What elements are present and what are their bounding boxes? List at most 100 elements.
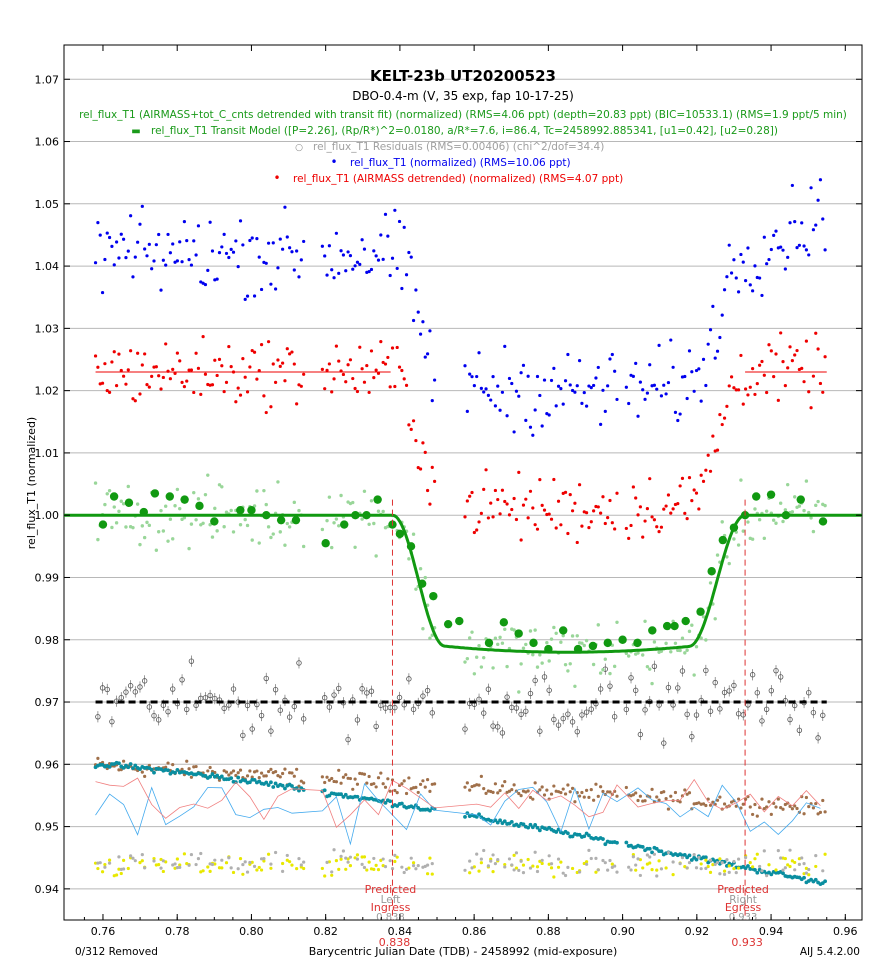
residual-point [184, 706, 190, 713]
residual-point [291, 703, 298, 710]
raw-point [570, 388, 575, 393]
comparison-point [584, 862, 589, 866]
comparison-point [353, 856, 357, 860]
comparison-point [215, 773, 220, 778]
comparison-point [479, 861, 483, 865]
comparison-point [288, 771, 292, 775]
comparison-point [765, 805, 769, 809]
detrended-point [652, 640, 657, 644]
x-tick-label: 0.96 [833, 925, 858, 938]
residual-point [820, 712, 826, 719]
raw-point [362, 247, 367, 251]
airmass-detrended-point [486, 516, 490, 520]
comparison-point [117, 768, 121, 772]
raw-point [505, 414, 509, 418]
comparison-point [685, 792, 689, 796]
airmass-detrended-point [554, 526, 558, 530]
airmass-detrended-point [746, 393, 750, 397]
y-tick-label: 1.02 [35, 385, 60, 398]
airmass-detrended-point [353, 386, 357, 391]
comparison-point [793, 804, 797, 808]
airmass-detrended-point [671, 507, 675, 511]
comparison-point [327, 793, 332, 798]
raw-point [337, 271, 341, 275]
comparison-point [711, 800, 715, 804]
comparison-point [257, 865, 261, 870]
raw-point [566, 352, 570, 357]
airmass-detrended-point [643, 519, 647, 523]
airmass-detrended-point [596, 505, 600, 509]
comparison-point [241, 872, 245, 876]
comparison-point [362, 772, 367, 776]
comparison-point [372, 856, 376, 861]
comparison-point [360, 862, 364, 866]
airmass-detrended-point [288, 352, 292, 356]
residual-point [268, 728, 274, 734]
raw-point [818, 178, 823, 182]
comparison-point [355, 782, 360, 786]
residual-point [607, 683, 613, 689]
residual-point [132, 689, 139, 695]
comparison-point [533, 781, 537, 785]
comparison-point [587, 848, 591, 852]
detrended-point [816, 499, 820, 504]
residual-point [754, 690, 760, 696]
comparison-point [603, 842, 608, 847]
comparison-point [344, 867, 348, 871]
comparison-point [582, 834, 587, 839]
airmass-detrended-point [779, 331, 783, 335]
airmass-detrended-point [725, 404, 729, 408]
raw-point [166, 232, 170, 237]
airmass-detrended-point [173, 371, 177, 375]
raw-point [122, 237, 126, 241]
airmass-detrended-point [685, 517, 689, 521]
residual-point [717, 706, 723, 712]
detrended-point [580, 641, 584, 645]
raw-point [535, 374, 540, 379]
airmass-detrended-point [344, 380, 348, 384]
raw-point [175, 259, 179, 263]
raw-point [208, 220, 212, 224]
comparison-point [381, 857, 385, 861]
raw-point [652, 383, 657, 387]
comparison-point [245, 870, 250, 874]
comparison-point [283, 786, 287, 791]
comparison-point [502, 819, 507, 824]
residual-point [406, 676, 412, 682]
comparison-point [762, 806, 766, 811]
detrended-point [596, 623, 600, 627]
detrended-point [353, 545, 357, 550]
raw-point [140, 204, 144, 208]
raw-point [374, 254, 378, 258]
comparison-point [199, 851, 203, 856]
y-tick-label: 0.98 [35, 634, 60, 647]
airmass-detrended-point [739, 353, 743, 358]
transit-model-series [64, 513, 862, 654]
airmass-detrended-point [362, 380, 367, 384]
detrended-point [465, 656, 470, 661]
comparison-point [765, 874, 769, 878]
comparison-point [554, 830, 559, 834]
comparison-point [213, 858, 217, 862]
comparison-point [238, 768, 243, 772]
raw-point [372, 249, 376, 253]
comparison-point [355, 853, 360, 857]
comparison-point [678, 800, 682, 804]
removed-count: 0/312 Removed [75, 946, 158, 958]
airmass-detrended-point [648, 477, 652, 481]
detrended-point [381, 509, 385, 514]
residual-point [244, 702, 251, 709]
detrended-point [683, 651, 687, 655]
chart-subtitle: DBO-0.4-m (V, 35 exp, fap 10-17-25) [352, 89, 574, 103]
airmass-detrended-point [224, 380, 229, 384]
comparison-point [521, 863, 526, 867]
comparison-point [360, 855, 364, 859]
comparison-point [655, 874, 659, 878]
detrended-point [117, 509, 121, 514]
y-tick-label: 1.05 [35, 198, 60, 211]
binned-point [321, 539, 330, 548]
residual-point [565, 711, 571, 717]
binned-point [514, 629, 523, 638]
residual-point [527, 690, 534, 697]
raw-point [746, 246, 750, 250]
